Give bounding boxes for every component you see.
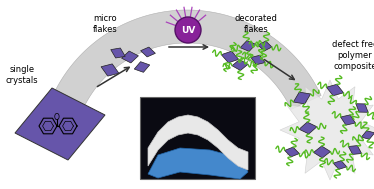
Polygon shape xyxy=(15,88,105,160)
Polygon shape xyxy=(327,84,344,96)
Polygon shape xyxy=(313,146,331,158)
Polygon shape xyxy=(122,51,138,63)
Polygon shape xyxy=(53,10,321,109)
Polygon shape xyxy=(134,62,150,72)
Polygon shape xyxy=(299,122,317,134)
Bar xyxy=(140,97,255,179)
Polygon shape xyxy=(111,48,125,58)
Polygon shape xyxy=(141,47,155,57)
Polygon shape xyxy=(333,161,347,169)
Polygon shape xyxy=(148,148,248,179)
Text: O: O xyxy=(54,112,60,122)
Polygon shape xyxy=(148,115,248,170)
Polygon shape xyxy=(341,115,355,125)
Text: defect free
polymer
composite: defect free polymer composite xyxy=(332,40,374,71)
Circle shape xyxy=(175,17,201,43)
Polygon shape xyxy=(221,51,239,63)
Polygon shape xyxy=(101,64,119,76)
Text: UV: UV xyxy=(181,26,195,35)
Polygon shape xyxy=(251,55,265,65)
Polygon shape xyxy=(240,41,256,51)
Text: single
crystals: single crystals xyxy=(6,65,38,85)
Polygon shape xyxy=(280,80,374,180)
Text: decorated
flakes: decorated flakes xyxy=(234,14,278,34)
Text: micro
flakes: micro flakes xyxy=(93,14,117,34)
Polygon shape xyxy=(356,104,368,112)
Polygon shape xyxy=(361,131,374,139)
Polygon shape xyxy=(232,60,248,70)
Polygon shape xyxy=(285,147,299,157)
Polygon shape xyxy=(348,146,362,154)
Polygon shape xyxy=(293,92,311,104)
Polygon shape xyxy=(258,41,272,51)
